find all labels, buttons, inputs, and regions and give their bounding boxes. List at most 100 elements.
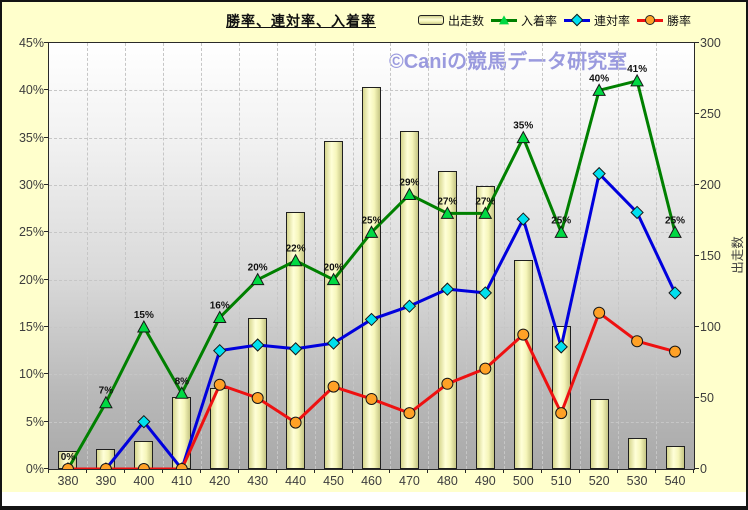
y-right-tick	[694, 468, 699, 469]
y-right-tick-label: 150	[700, 249, 721, 263]
data-point-label: 25%	[361, 215, 381, 226]
marker-triangle	[630, 73, 644, 87]
data-point-label: 25%	[551, 215, 571, 226]
y-left-tick-label: 15%	[18, 320, 44, 334]
x-axis-tick	[48, 469, 49, 473]
y-right-tick-label: 100	[700, 320, 721, 334]
legend-label-quinella-rate: 連対率	[594, 13, 631, 28]
y-right-tick-label: 300	[700, 36, 721, 50]
x-axis-tick	[275, 469, 277, 473]
marker-circle	[327, 380, 340, 393]
marker-circle	[99, 463, 112, 469]
y-left-tick-label: 0%	[25, 462, 44, 476]
marker-triangle	[99, 395, 113, 409]
y-left-tick-label: 20%	[18, 272, 44, 287]
marker-triangle	[668, 225, 682, 238]
marker-diamond	[250, 338, 265, 352]
x-axis-tick	[503, 469, 505, 473]
legend-item-win-rate: 勝率	[637, 12, 691, 29]
data-point-label: 29%	[399, 177, 419, 188]
gridline-vertical	[238, 43, 240, 469]
legend-diamond-marker-icon	[564, 13, 591, 27]
x-tick-label: 380	[57, 474, 79, 488]
y-left-tick	[44, 184, 49, 185]
bar-starts	[589, 399, 609, 469]
x-tick-label: 410	[171, 474, 193, 488]
line-triangle	[66, 79, 677, 469]
marker-diamond	[213, 343, 227, 358]
marker-circle	[479, 362, 492, 375]
gridline-vertical	[124, 43, 126, 469]
y-left-tick	[44, 42, 49, 43]
x-tick-label: 520	[588, 474, 610, 488]
marker-circle	[213, 378, 226, 391]
marker-circle	[631, 335, 644, 348]
y-right-tick	[694, 42, 699, 43]
x-axis-tick	[161, 469, 163, 473]
marker-diamond	[288, 342, 303, 356]
data-point-label: 8%	[175, 376, 190, 387]
bar-starts	[286, 211, 306, 469]
x-tick-label: 440	[285, 474, 307, 488]
x-axis-tick	[237, 469, 239, 473]
x-axis-tick	[541, 469, 543, 473]
legend-bar-swatch-icon	[418, 15, 444, 25]
gridline-vertical	[200, 43, 202, 469]
marker-diamond	[137, 414, 151, 429]
y-left-tick	[44, 278, 49, 280]
x-axis-tick	[655, 469, 657, 473]
legend-item-starts: 出走数	[418, 12, 484, 29]
marker-diamond	[592, 166, 606, 181]
gridline-vertical	[314, 43, 316, 469]
data-point-label: 27%	[475, 196, 495, 207]
x-tick-label: 400	[133, 474, 155, 488]
y-left-tick-label: 30%	[18, 178, 44, 192]
y-left-tick-label: 25%	[18, 225, 44, 240]
data-point-label: 41%	[627, 64, 647, 75]
marker-circle	[441, 377, 454, 390]
legend-label-win-rate: 勝率	[667, 13, 692, 28]
gridline-vertical	[618, 43, 620, 469]
marker-triangle	[212, 310, 227, 324]
y-left-tick-label: 45%	[18, 36, 44, 50]
y-left-tick-label: 10%	[18, 367, 44, 382]
data-point-label: 16%	[210, 301, 230, 312]
data-point-label: 40%	[589, 73, 609, 84]
marker-triangle	[288, 253, 303, 267]
bar-starts	[665, 446, 685, 469]
data-point-label: 15%	[134, 310, 154, 321]
gridline-vertical	[428, 43, 430, 469]
data-point-label: 20%	[324, 263, 344, 274]
data-point-label: 22%	[286, 244, 306, 255]
marker-circle	[61, 463, 74, 469]
bar-starts	[437, 170, 457, 469]
y-left-tick	[44, 468, 49, 469]
x-axis-tick	[389, 469, 391, 473]
marker-circle	[365, 392, 378, 405]
legend-label-starts: 出走数	[448, 13, 485, 28]
data-point-label: 0%	[61, 452, 76, 463]
marker-diamond	[440, 282, 455, 296]
y-left-tick-label: 5%	[25, 414, 44, 429]
marker-circle	[251, 392, 264, 404]
x-tick-label: 470	[399, 474, 420, 488]
y-left-tick-label: 40%	[18, 83, 44, 98]
marker-diamond	[402, 299, 417, 313]
marker-diamond	[554, 340, 568, 354]
right-axis-title: 出走数	[731, 236, 745, 274]
bar-starts	[627, 437, 647, 469]
y-right-tick	[694, 397, 699, 398]
line-circle	[66, 311, 677, 469]
y-left-tick	[44, 420, 49, 422]
y-right-tick-label: 50	[700, 391, 714, 405]
x-tick-label: 500	[512, 474, 534, 488]
x-tick-label: 490	[474, 474, 496, 488]
marker-circle	[175, 463, 188, 469]
x-tick-label: 390	[95, 474, 117, 488]
gridline-vertical	[542, 43, 544, 469]
x-axis-tick	[693, 469, 694, 473]
gridline-vertical	[466, 43, 468, 469]
y-right-tick-label: 250	[700, 107, 721, 121]
y-left-tick	[44, 89, 49, 91]
x-axis-tick	[123, 469, 125, 473]
